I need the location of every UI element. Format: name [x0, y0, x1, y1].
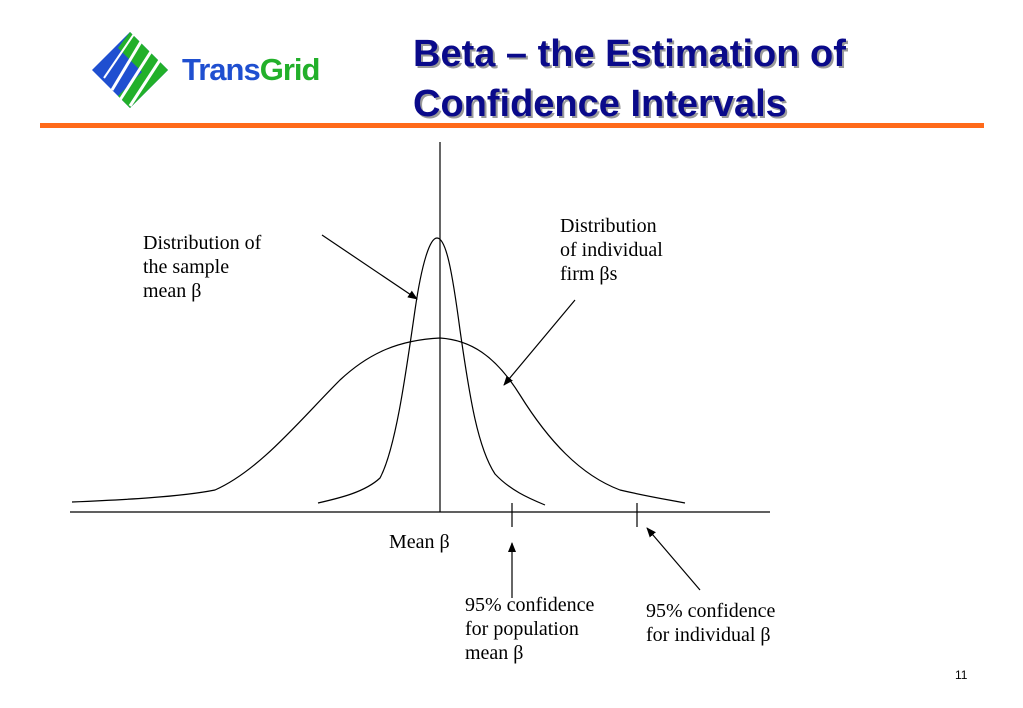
label-line: 95% confidence: [465, 594, 595, 616]
label-ci-population: 95% confidence for population mean β: [465, 593, 594, 665]
label-ci-individual: 95% confidence for individual β: [646, 599, 775, 647]
arrow-sample-mean: [321, 234, 418, 300]
individual-firm-distribution-curve: [71, 337, 686, 504]
sample-mean-distribution-curve: [317, 237, 546, 506]
label-line: Mean β: [389, 531, 450, 553]
transgrid-logo: [92, 32, 168, 108]
arrow-individual-firm: [503, 299, 576, 386]
slide-title-line-1: Beta – the Estimation of: [413, 33, 846, 75]
logo-text-trans: Trans: [182, 52, 261, 87]
label-line: firm βs: [560, 263, 618, 285]
slide-title-line-2: Confidence Intervals: [413, 83, 787, 125]
slide-title: Beta – the Estimation of Confidence Inte…: [413, 29, 1013, 129]
label-line: for individual β: [646, 624, 771, 646]
label-line: the sample: [143, 256, 230, 278]
label-line: mean β: [143, 280, 202, 302]
label-line: 95% confidence: [646, 600, 776, 622]
logo-text-grid: Grid: [259, 52, 321, 87]
label-individual-firm-distribution: Distribution of individual firm βs: [560, 214, 663, 286]
label-line: Distribution of: [143, 232, 262, 254]
logo-wordmark: TransGrid: [182, 52, 321, 88]
label-sample-mean-distribution: Distribution of the sample mean β: [143, 231, 261, 303]
arrow-ci-individual: [646, 527, 701, 591]
header-divider: [40, 123, 984, 128]
label-mean-beta: Mean β: [389, 530, 450, 554]
label-line: mean β: [465, 642, 524, 664]
page-number: 11: [955, 668, 968, 682]
label-line: for population: [465, 618, 579, 640]
label-line: Distribution: [560, 215, 657, 237]
logo-diamond-icon: [92, 32, 168, 108]
label-line: of individual: [560, 239, 663, 261]
